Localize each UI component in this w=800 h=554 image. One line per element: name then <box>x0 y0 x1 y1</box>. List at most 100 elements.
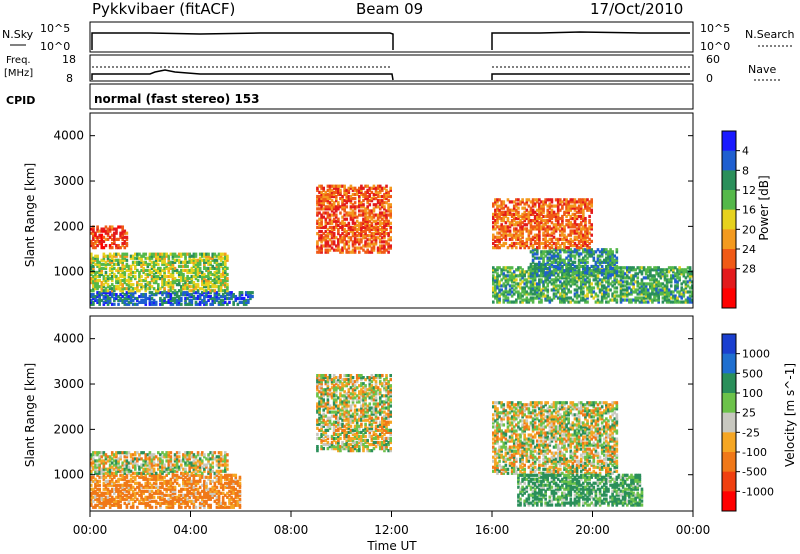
data-cell <box>123 300 127 304</box>
data-cell <box>322 207 326 211</box>
data-cell <box>351 213 355 217</box>
data-cell <box>96 237 99 242</box>
data-cell <box>165 479 168 483</box>
data-cell <box>556 198 560 202</box>
data-cell <box>498 208 501 212</box>
data-cell <box>343 186 346 190</box>
data-cell <box>152 300 156 304</box>
data-cell <box>117 266 120 271</box>
data-cell <box>224 291 227 295</box>
data-cell <box>138 262 141 266</box>
data-cell <box>665 300 669 304</box>
data-cell <box>563 243 566 248</box>
data-cell <box>117 493 120 497</box>
data-cell <box>628 266 631 270</box>
data-cell <box>556 204 560 208</box>
data-cell <box>205 475 208 479</box>
data-cell <box>180 289 183 293</box>
data-cell <box>577 254 581 258</box>
data-cell <box>561 298 564 302</box>
data-cell <box>234 294 238 299</box>
data-cell <box>217 285 221 289</box>
data-cell <box>90 256 93 260</box>
data-cell <box>510 284 514 288</box>
data-cell <box>535 290 539 294</box>
data-cell <box>561 269 564 273</box>
data-cell <box>159 302 162 306</box>
data-cell <box>378 194 382 199</box>
data-cell <box>90 264 93 268</box>
data-cell <box>678 300 681 304</box>
data-cell <box>351 242 355 246</box>
data-cell <box>686 300 690 304</box>
data-cell <box>500 270 503 274</box>
data-cell <box>146 481 150 485</box>
data-cell <box>500 284 503 288</box>
data-cell <box>582 225 585 229</box>
data-cell <box>682 294 686 298</box>
data-cell <box>123 256 127 260</box>
data-cell <box>320 250 323 254</box>
data-cell <box>159 296 162 301</box>
data-cell <box>688 278 692 282</box>
data-cell <box>205 254 208 258</box>
data-cell <box>573 278 577 282</box>
data-cell <box>146 268 150 273</box>
data-cell <box>244 298 248 303</box>
data-cell <box>355 238 359 242</box>
data-cell <box>157 489 160 493</box>
data-cell <box>148 252 152 256</box>
data-cell <box>372 236 376 240</box>
data-cell <box>684 270 688 274</box>
data-cell <box>688 276 692 280</box>
data-cell <box>205 491 208 495</box>
data-cell <box>215 491 219 495</box>
data-cell <box>131 294 135 299</box>
data-cell <box>500 204 503 208</box>
data-cell <box>525 227 529 231</box>
data-cell <box>571 254 575 258</box>
data-cell <box>104 254 108 258</box>
data-cell <box>215 285 219 289</box>
data-cell <box>138 487 141 491</box>
data-cell <box>341 196 344 201</box>
data-cell <box>550 221 554 225</box>
data-cell <box>341 225 344 230</box>
data-cell <box>205 252 208 256</box>
data-cell <box>368 186 372 190</box>
data-cell <box>569 198 573 202</box>
data-cell <box>328 190 332 195</box>
data-cell <box>213 475 217 479</box>
data-cell <box>203 281 206 285</box>
data-cell <box>165 473 168 477</box>
data-cell <box>217 293 221 297</box>
data-cell <box>605 250 608 254</box>
data-cell <box>523 210 527 214</box>
data-cell <box>623 288 627 292</box>
data-cell <box>127 291 131 295</box>
data-cell <box>370 236 374 240</box>
data-cell <box>148 296 152 301</box>
data-cell <box>364 223 367 227</box>
data-cell <box>341 184 344 188</box>
data-cell <box>523 246 527 250</box>
data-cell <box>561 227 564 231</box>
data-cell <box>351 209 355 213</box>
data-cell <box>360 240 363 244</box>
data-cell <box>171 501 175 505</box>
data-cell <box>108 467 112 471</box>
data-cell <box>594 250 598 254</box>
data-cell <box>517 284 520 288</box>
data-cell <box>630 290 633 294</box>
data-cell <box>590 264 594 269</box>
data-cell <box>517 216 520 221</box>
data-cell <box>108 469 112 473</box>
data-cell <box>169 272 173 277</box>
data-cell <box>198 473 202 477</box>
data-cell <box>96 287 99 291</box>
data-cell <box>596 274 600 278</box>
data-cell <box>144 497 148 501</box>
data-cell <box>194 491 198 495</box>
data-cell <box>209 281 212 285</box>
data-cell <box>360 184 363 188</box>
